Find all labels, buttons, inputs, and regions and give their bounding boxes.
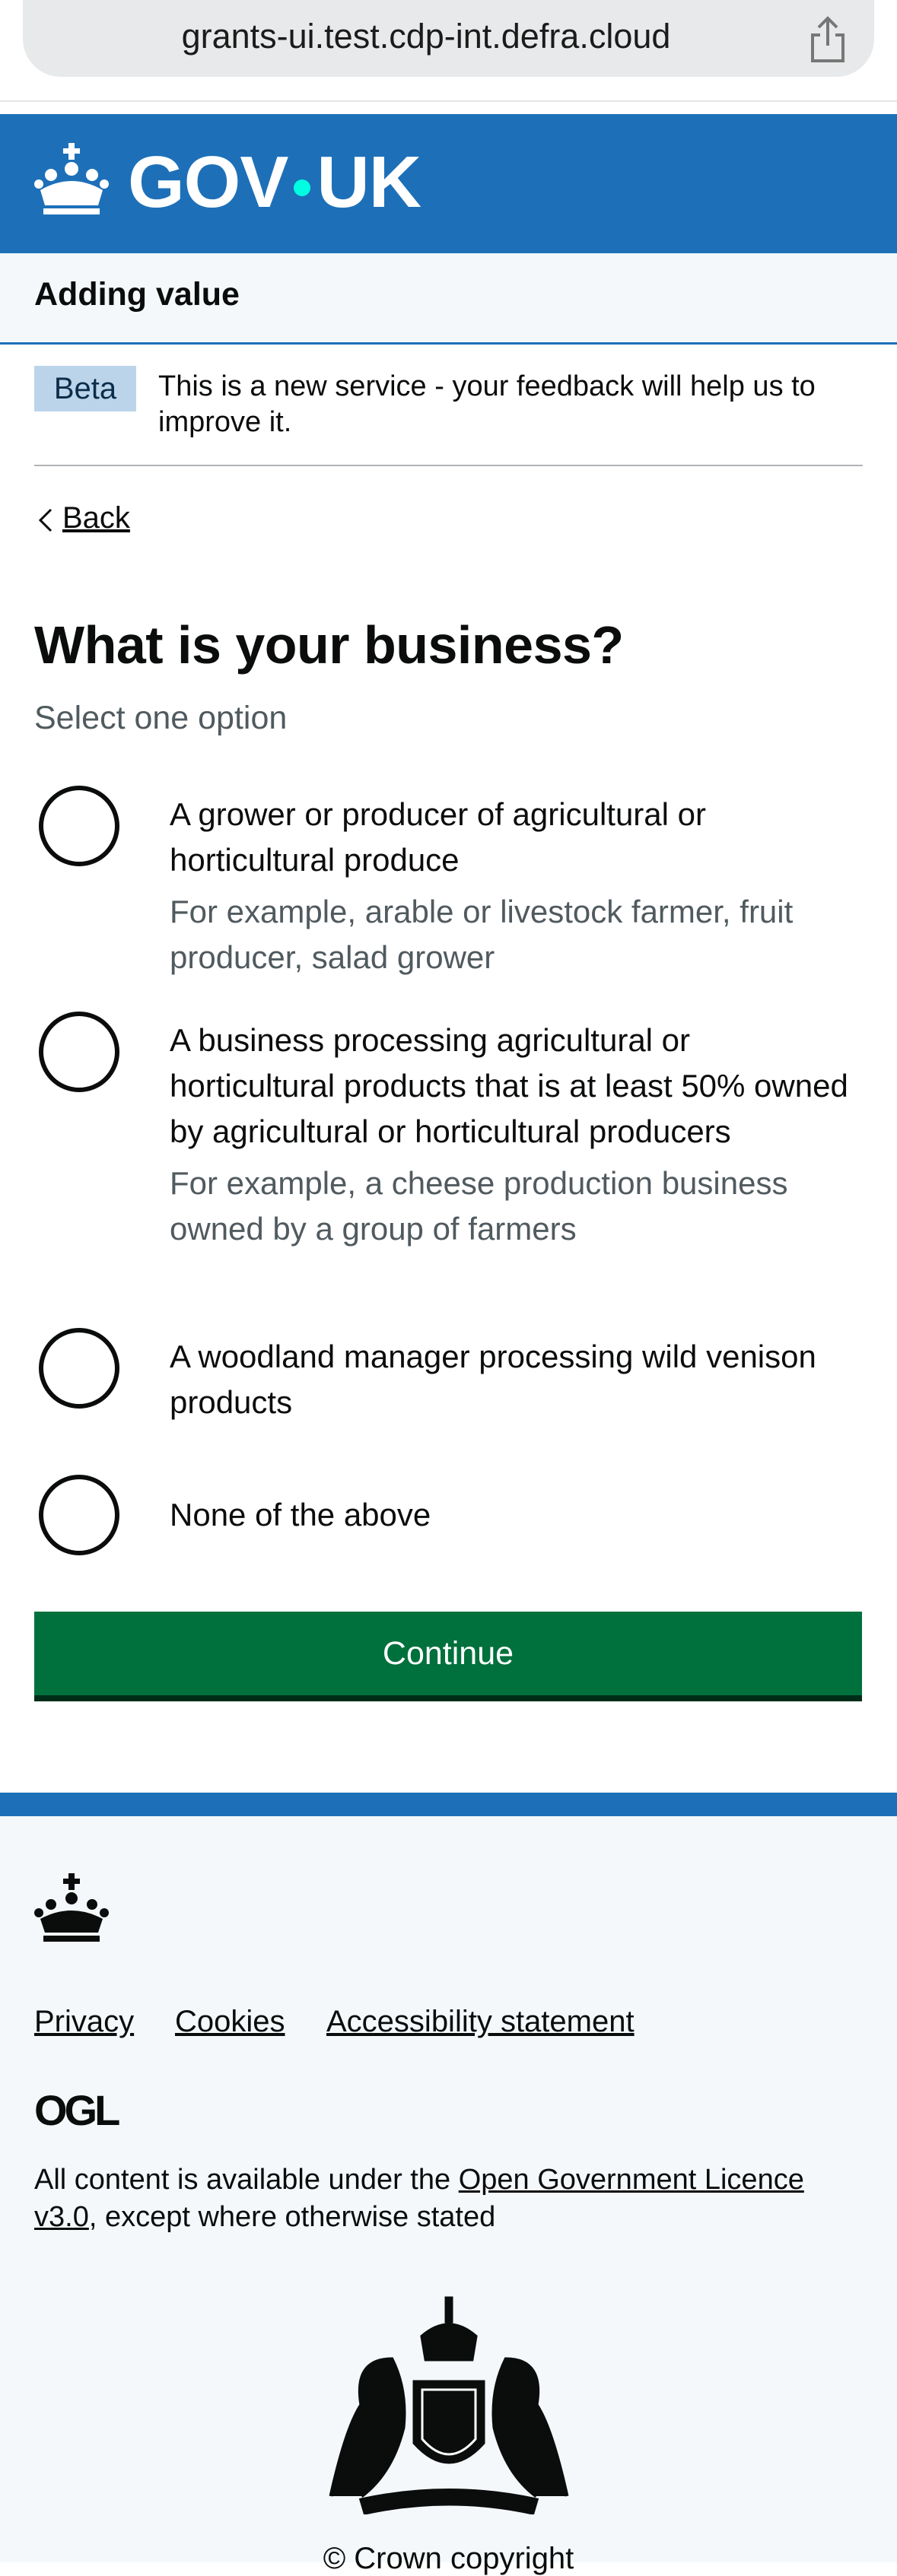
radio-button[interactable] xyxy=(39,1475,119,1555)
radio-label[interactable]: None of the above xyxy=(170,1497,431,1533)
question-hint: Select one option xyxy=(34,700,288,736)
divider xyxy=(0,100,897,102)
phase-tag: Beta xyxy=(34,366,136,411)
copyright: © Crown copyright xyxy=(323,2542,574,2575)
footer-crown xyxy=(34,1873,109,1942)
govuk-header: GOV UK xyxy=(0,114,897,253)
footer-link[interactable]: Accessibility statement xyxy=(326,2005,635,2038)
crown-logo xyxy=(34,143,109,214)
address-bar[interactable]: grants-ui.test.cdp-int.defra.cloud xyxy=(23,0,874,77)
service-navigation: Adding value xyxy=(0,253,897,345)
licence-link[interactable]: Open Government Licence v3.0 xyxy=(34,2164,804,2233)
logo-text: UK xyxy=(316,141,421,223)
radio-button[interactable] xyxy=(39,1012,119,1092)
url: grants-ui.test.cdp-int.defra.cloud xyxy=(181,17,671,56)
radio-label[interactable]: A business processing agricultural or ho… xyxy=(170,1022,848,1149)
radio-label[interactable]: A grower or producer of agricultural or … xyxy=(170,796,706,878)
footer-link[interactable]: Cookies xyxy=(175,2005,285,2038)
logo-dot xyxy=(294,179,311,196)
question-title: What is your business? xyxy=(34,615,624,675)
divider xyxy=(34,465,863,466)
radio-button[interactable] xyxy=(39,1328,119,1409)
ogl-logo: OGL xyxy=(34,2086,120,2134)
radio-button[interactable] xyxy=(39,786,119,866)
licence-text-part: All content is available under the xyxy=(34,2164,459,2196)
radio-label[interactable]: A woodland manager processing wild venis… xyxy=(170,1339,816,1420)
service-name[interactable]: Adding value xyxy=(34,276,240,313)
footer-link[interactable]: Privacy xyxy=(34,2005,135,2038)
share-icon[interactable] xyxy=(806,15,849,64)
licence-text-part: , except where otherwise stated xyxy=(88,2201,496,2233)
govuk-logo[interactable]: GOV UK xyxy=(128,145,421,221)
licence-text: All content is available under the Open … xyxy=(34,2161,841,2236)
back-chevron xyxy=(38,508,52,532)
phase-text: This is a new service - your feedback wi… xyxy=(158,370,816,438)
continue-button[interactable]: Continue xyxy=(34,1612,862,1695)
radio-hint: For example, arable or livestock farmer,… xyxy=(170,894,794,975)
radio-hint: For example, a cheese production busines… xyxy=(170,1165,788,1247)
royal-coat-of-arms xyxy=(329,2296,569,2514)
back-link[interactable]: Back xyxy=(62,501,130,535)
logo-text: GOV xyxy=(128,141,288,223)
